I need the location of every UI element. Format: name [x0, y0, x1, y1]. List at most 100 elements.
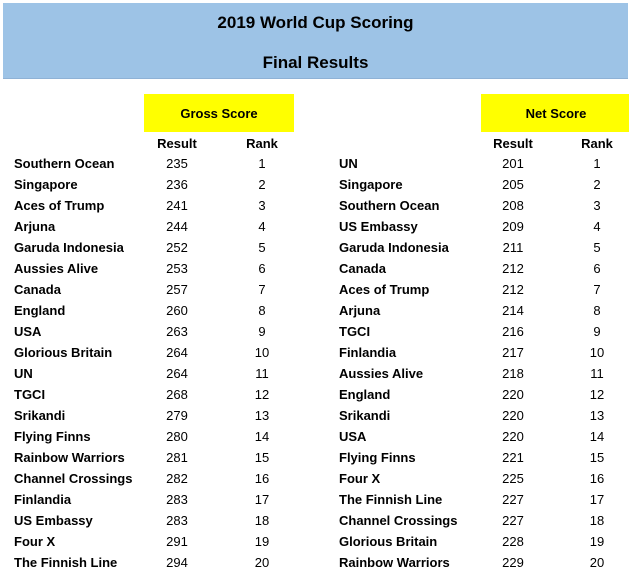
gross-team-name: USA [14, 324, 42, 339]
table-row: Rainbow Warriors 281 15 Flying Finns 221 15 [0, 447, 629, 468]
page-subtitle: Final Results [262, 53, 369, 72]
net-team-name: USA [339, 429, 367, 444]
gross-result: 241 [166, 198, 188, 213]
gross-team-name: Channel Crossings [14, 471, 133, 486]
gross-rank: 16 [254, 471, 270, 486]
net-rank: 2 [593, 177, 601, 192]
net-rank: 5 [593, 240, 601, 255]
gross-rank: 14 [254, 429, 270, 444]
gross-rank: 19 [254, 534, 270, 549]
net-team-name: Aussies Alive [339, 366, 424, 381]
gross-rank: 11 [255, 366, 269, 381]
net-result: 229 [502, 555, 524, 570]
net-rank: 17 [589, 492, 605, 507]
net-result: 228 [502, 534, 524, 549]
table-row: Arjuna 244 4 US Embassy 209 4 [0, 216, 629, 237]
gross-team-name: Aces of Trump [14, 198, 105, 213]
net-team-name: Four X [339, 471, 381, 486]
gross-team-name: Rainbow Warriors [14, 450, 125, 465]
table-row: Four X 291 19 Glorious Britain 228 19 [0, 531, 629, 552]
gross-result: 281 [166, 450, 188, 465]
gross-rank: 6 [258, 261, 266, 276]
gross-rank: 12 [254, 387, 270, 402]
net-result: 220 [502, 408, 524, 423]
gross-score-header: Gross Score [144, 94, 294, 132]
net-result: 205 [502, 177, 524, 192]
net-team-name: Arjuna [339, 303, 381, 318]
net-rank: 20 [589, 555, 605, 570]
net-rank: 9 [593, 324, 601, 339]
net-rank-column-header: Rank [581, 136, 613, 151]
net-team-name: UN [339, 156, 358, 171]
gross-result: 252 [166, 240, 188, 255]
net-team-name: TGCI [339, 324, 371, 339]
table-row: TGCI 268 12 England 220 12 [0, 384, 629, 405]
gross-result: 263 [166, 324, 188, 339]
gross-rank: 5 [258, 240, 266, 255]
gross-team-name: Arjuna [14, 219, 56, 234]
table-row: Channel Crossings 282 16 Four X 225 16 [0, 468, 629, 489]
net-result: 220 [502, 387, 524, 402]
net-result-column-header: Result [493, 136, 533, 151]
gross-team-name: The Finnish Line [14, 555, 118, 570]
gross-result-column-header: Result [157, 136, 197, 151]
net-team-name: Channel Crossings [339, 513, 458, 528]
table-row: Glorious Britain 264 10 Finlandia 217 10 [0, 342, 629, 363]
gross-rank: 2 [258, 177, 266, 192]
gross-team-name: Southern Ocean [14, 156, 115, 171]
table-row: England 260 8 Arjuna 214 8 [0, 300, 629, 321]
gross-rank: 17 [254, 492, 270, 507]
net-team-name: Finlandia [339, 345, 397, 360]
gross-rank: 13 [254, 408, 270, 423]
gross-result: 268 [166, 387, 188, 402]
net-rank: 8 [593, 303, 601, 318]
table-row: The Finnish Line 294 20 Rainbow Warriors 229… [0, 552, 629, 573]
net-rank: 11 [590, 366, 604, 381]
gross-result: 283 [166, 513, 188, 528]
gross-rank: 4 [258, 219, 266, 234]
gross-rank: 20 [254, 555, 270, 570]
net-team-name: Canada [339, 261, 386, 276]
gross-result: 264 [166, 345, 188, 360]
net-team-name: Garuda Indonesia [339, 240, 449, 255]
gross-result: 283 [166, 492, 188, 507]
net-team-name: Aces of Trump [339, 282, 430, 297]
net-team-name: England [339, 387, 391, 402]
gross-team-name: Aussies Alive [14, 261, 99, 276]
net-score-header: Net Score [481, 94, 629, 132]
net-team-name: Singapore [339, 177, 403, 192]
gross-result: 294 [166, 555, 188, 570]
net-result: 217 [502, 345, 524, 360]
net-result: 214 [502, 303, 524, 318]
net-rank: 3 [593, 198, 601, 213]
gross-team-name: Canada [14, 282, 61, 297]
net-result: 227 [502, 492, 524, 507]
gross-rank: 9 [258, 324, 266, 339]
gross-team-name: Finlandia [14, 492, 72, 507]
gross-rank: 8 [258, 303, 266, 318]
net-result: 209 [502, 219, 524, 234]
net-rank: 4 [593, 219, 601, 234]
net-result: 225 [502, 471, 524, 486]
table-row: Southern Ocean 235 1 UN 201 1 [0, 153, 629, 174]
gross-rank: 3 [258, 198, 266, 213]
gross-result: 264 [166, 366, 188, 381]
gross-team-name: Singapore [14, 177, 78, 192]
net-result: 220 [502, 429, 524, 444]
gross-team-name: UN [14, 366, 33, 381]
net-rank: 1 [593, 156, 601, 171]
gross-result: 282 [166, 471, 188, 486]
net-result: 211 [502, 240, 524, 255]
gross-rank: 10 [254, 345, 270, 360]
net-rank: 6 [593, 261, 601, 276]
net-team-name: Glorious Britain [339, 534, 438, 549]
table-row: UN 264 11 Aussies Alive 218 11 [0, 363, 629, 384]
net-rank: 18 [589, 513, 605, 528]
net-result: 221 [502, 450, 524, 465]
net-result: 218 [502, 366, 524, 381]
net-result: 201 [502, 156, 524, 171]
table-row: Canada 257 7 Aces of Trump 212 7 [0, 279, 629, 300]
net-team-name: US Embassy [339, 219, 418, 234]
net-result: 212 [502, 282, 524, 297]
gross-team-name: Glorious Britain [14, 345, 113, 360]
